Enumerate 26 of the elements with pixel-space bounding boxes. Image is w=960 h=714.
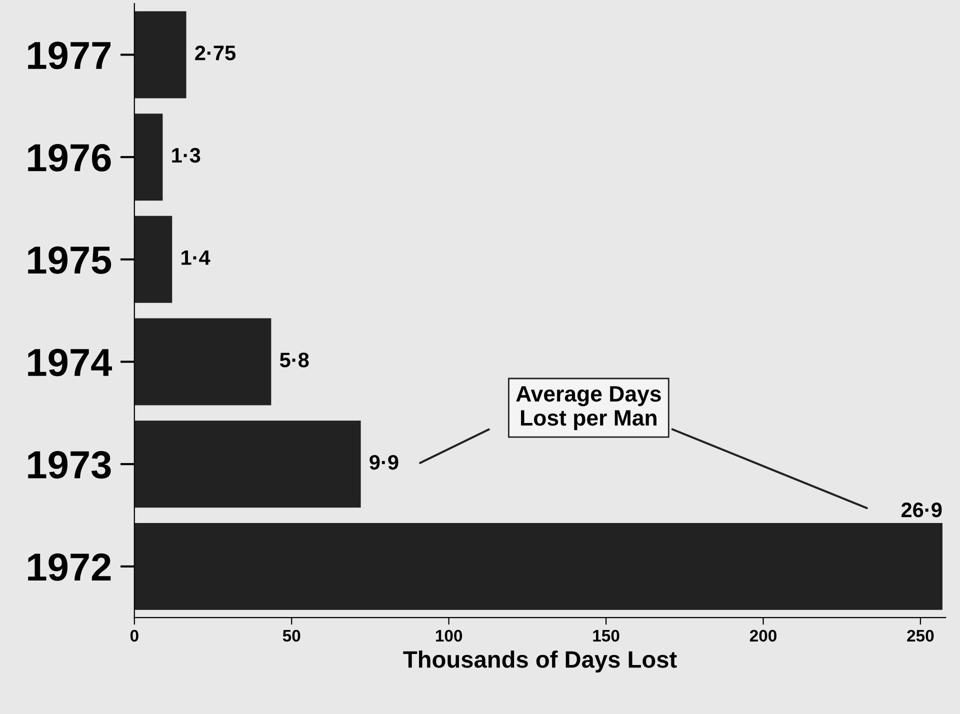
x-tick-label: 150: [593, 630, 620, 642]
y-tick-label: 1975: [28, 246, 112, 274]
annotation: 26·9: [901, 502, 942, 518]
bar: [134, 318, 272, 406]
annotation: Average Days Lost per Man: [516, 386, 661, 430]
y-tick-label: 1973: [28, 451, 111, 479]
x-tick-label: 50: [282, 630, 300, 642]
y-tick-label: 1974: [28, 348, 112, 376]
annotation: 2·75: [195, 46, 236, 60]
x-tick-label: 100: [436, 630, 462, 642]
bar: [134, 522, 942, 610]
bar: [134, 216, 172, 303]
bar: [134, 11, 186, 98]
annotation: 5·8: [280, 352, 309, 368]
y-tick-label: 1972: [28, 553, 111, 581]
x-tick-label: 200: [750, 630, 776, 642]
bar: [134, 114, 163, 201]
annotation: 1·4: [182, 250, 210, 265]
x-axis-title: Thousands of Days Lost: [403, 650, 677, 673]
annotation: 1·3: [172, 148, 200, 163]
x-tick-label: 250: [907, 630, 934, 642]
annotation: 9·9: [370, 454, 398, 470]
y-tick-label: 1977: [28, 42, 110, 70]
bar: [134, 420, 361, 508]
x-tick-label: 0: [130, 630, 138, 642]
y-tick-label: 1976: [28, 144, 111, 172]
